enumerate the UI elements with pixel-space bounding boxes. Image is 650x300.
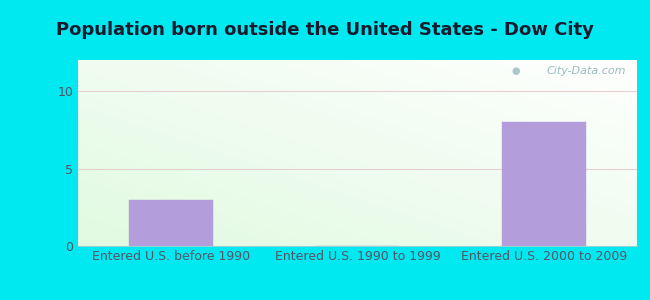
Text: ●: ● bbox=[511, 66, 519, 76]
Bar bbox=[129, 200, 213, 246]
Bar bbox=[502, 122, 586, 246]
Text: Population born outside the United States - Dow City: Population born outside the United State… bbox=[56, 21, 594, 39]
Text: City-Data.com: City-Data.com bbox=[546, 66, 626, 76]
